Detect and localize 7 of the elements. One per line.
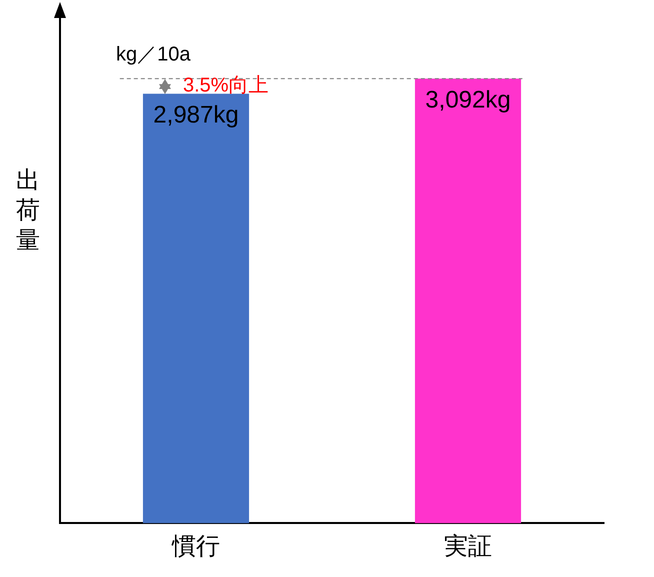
data-label: 2,987kg: [153, 101, 239, 128]
y-axis-title: 出荷量: [16, 167, 40, 254]
annotation: 3.5%向上: [182, 74, 269, 97]
data-label: 3,092kg: [425, 86, 511, 114]
text: kg／10a: [116, 44, 192, 66]
x-tick-label: 実証: [444, 533, 492, 560]
x-tick-label: 慣行: [171, 533, 220, 560]
